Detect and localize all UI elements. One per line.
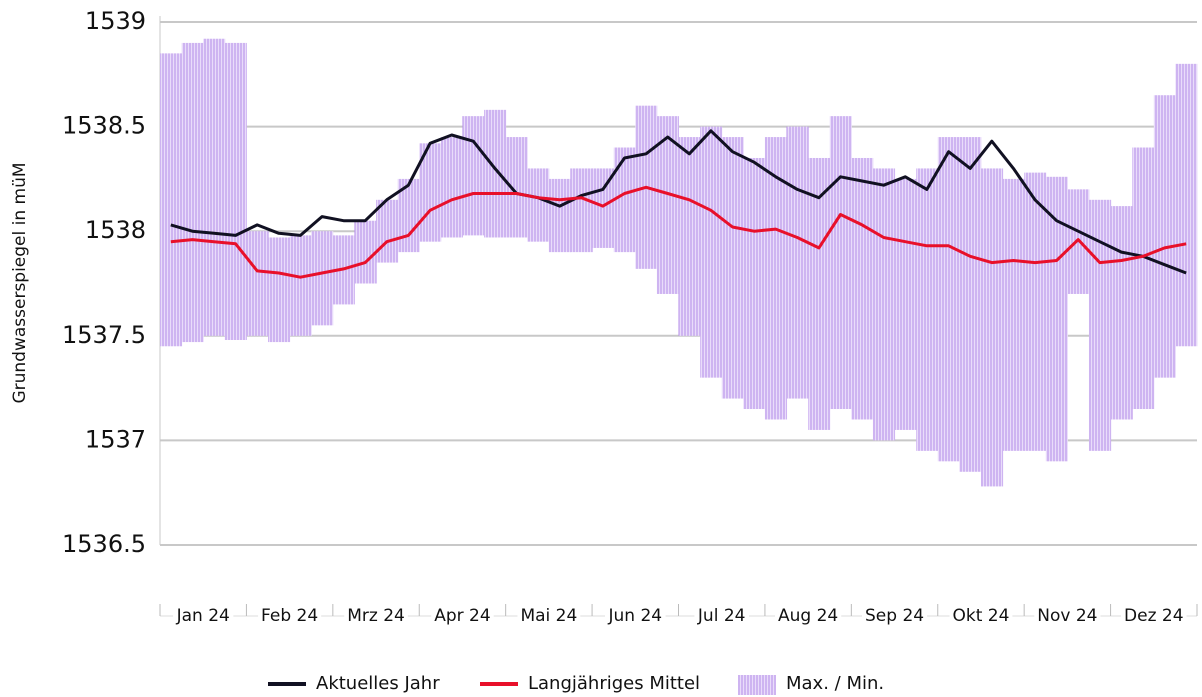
min-max-band xyxy=(916,168,939,451)
min-max-band xyxy=(181,42,204,343)
min-max-band xyxy=(505,137,528,238)
legend-label: Langjähriges Mittel xyxy=(528,673,700,694)
min-max-band xyxy=(484,109,507,238)
y-tick-label: 1536.5 xyxy=(62,530,146,558)
min-max-band xyxy=(743,157,766,410)
min-max-band xyxy=(527,168,550,242)
x-label-bg xyxy=(258,605,322,627)
min-max-band xyxy=(656,116,679,294)
min-max-band xyxy=(462,116,485,236)
min-max-band xyxy=(1024,172,1047,451)
series-line xyxy=(170,185,1187,279)
legend-label: Max. / Min. xyxy=(786,673,884,694)
min-max-band xyxy=(894,178,917,430)
legend-swatch xyxy=(738,675,776,695)
min-max-band xyxy=(268,237,291,343)
x-tick-label: Nov 24 xyxy=(1037,606,1097,626)
series-line xyxy=(170,129,1187,275)
min-max-band xyxy=(700,126,723,378)
x-label-bg xyxy=(173,605,234,627)
min-max-band xyxy=(160,53,183,347)
y-tick-label: 1538.5 xyxy=(62,112,146,140)
x-tick-label: Sep 24 xyxy=(865,606,924,626)
min-max-band xyxy=(1132,147,1155,410)
x-tick-label: Dez 24 xyxy=(1124,606,1184,626)
min-max-band xyxy=(1153,95,1176,378)
x-label-bg xyxy=(604,605,666,627)
x-tick-label: Aug 24 xyxy=(778,606,838,626)
x-label-bg xyxy=(344,605,408,627)
min-max-band xyxy=(829,116,852,410)
min-max-band xyxy=(397,178,420,253)
x-tick-label: Jun 24 xyxy=(607,606,662,626)
min-max-band xyxy=(808,157,831,430)
min-max-band xyxy=(570,168,593,253)
y-tick-label: 1537.5 xyxy=(62,321,146,349)
x-tick-label: Feb 24 xyxy=(261,606,318,626)
legend-item: Langjähriges Mittel xyxy=(480,673,700,694)
min-max-band xyxy=(311,231,334,326)
y-tick-label: 1537 xyxy=(85,425,146,453)
min-max-band xyxy=(613,147,636,253)
min-max-band xyxy=(289,235,312,336)
min-max-band xyxy=(937,137,960,462)
min-max-band xyxy=(1110,206,1133,420)
x-label-bg xyxy=(431,605,494,627)
x-label-bg xyxy=(775,605,842,627)
min-max-band xyxy=(548,178,571,253)
min-max-band xyxy=(851,157,874,420)
legend-label: Aktuelles Jahr xyxy=(316,673,440,694)
min-max-band xyxy=(980,168,1004,487)
min-max-band xyxy=(678,137,701,336)
x-tick-label: Apr 24 xyxy=(434,606,490,626)
min-max-band xyxy=(354,220,377,284)
min-max-band xyxy=(592,168,615,248)
x-tick-label: Jul 24 xyxy=(697,606,746,626)
min-max-band xyxy=(246,231,269,336)
x-tick-label: Jan 24 xyxy=(176,606,230,626)
x-tick-label: Mrz 24 xyxy=(347,606,405,626)
min-max-band xyxy=(764,137,788,420)
min-max-band xyxy=(1045,176,1068,462)
min-max-band xyxy=(376,199,399,263)
min-max-band xyxy=(786,126,809,399)
x-tick-label: Okt 24 xyxy=(952,606,1009,626)
x-label-bg xyxy=(949,605,1013,627)
x-tick-label: Mai 24 xyxy=(520,606,577,626)
min-max-band xyxy=(721,137,744,399)
x-label-bg xyxy=(1121,605,1187,627)
min-max-band xyxy=(1002,178,1025,451)
y-tick-label: 1538 xyxy=(85,216,146,244)
y-tick-label: 1539 xyxy=(85,7,146,35)
x-label-bg xyxy=(1034,605,1101,627)
x-label-bg xyxy=(694,605,749,627)
min-max-band xyxy=(1175,63,1198,347)
min-max-band xyxy=(959,137,982,472)
legend-item: Aktuelles Jahr xyxy=(268,673,440,694)
x-label-bg xyxy=(862,605,928,627)
min-max-band xyxy=(203,38,226,336)
min-max-band xyxy=(440,137,463,238)
x-label-bg xyxy=(517,605,581,627)
min-max-band xyxy=(872,168,896,441)
min-max-band xyxy=(224,42,247,340)
y-axis-label: Grundwasserspiegel in müM xyxy=(10,162,30,403)
legend-item: Max. / Min. xyxy=(738,673,884,695)
